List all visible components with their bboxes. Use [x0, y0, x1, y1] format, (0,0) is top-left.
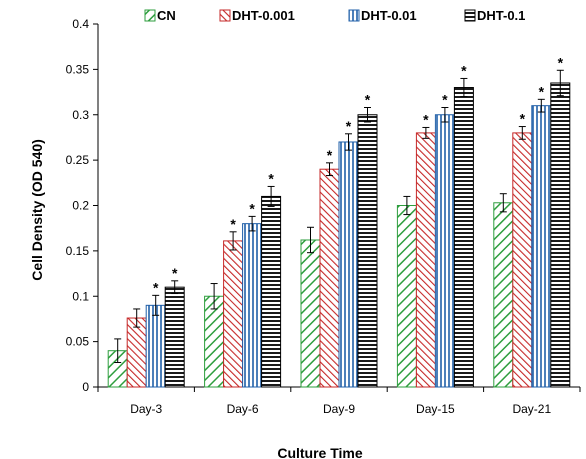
- bar: [223, 240, 244, 388]
- bar: [415, 132, 436, 388]
- x-tick-label: Day-6: [227, 402, 259, 416]
- x-tick-label: Day-3: [130, 402, 162, 416]
- bar: [434, 114, 455, 388]
- significance-marker: *: [442, 91, 448, 107]
- bar: [261, 195, 282, 388]
- y-tick-label: 0.25: [66, 153, 90, 167]
- legend-swatch: [348, 9, 360, 22]
- bar: [242, 223, 263, 388]
- y-axis-label: Cell Density (OD 540): [29, 139, 45, 281]
- legend: CN DHT-0.001 DHT-0.01 DHT-0.1: [144, 8, 525, 23]
- significance-marker: *: [520, 111, 526, 127]
- bar: [453, 87, 474, 388]
- bar: [512, 132, 533, 388]
- bar: [164, 286, 185, 388]
- y-tick-label: 0.1: [72, 289, 89, 303]
- y-tick-label: 0.2: [72, 199, 89, 213]
- x-tick-label: Day-15: [416, 402, 455, 416]
- significance-marker: *: [461, 62, 467, 78]
- y-tick-label: 0.15: [66, 244, 90, 258]
- bar: [396, 205, 417, 388]
- x-tick-label: Day-21: [512, 402, 551, 416]
- significance-marker: *: [327, 147, 333, 163]
- significance-marker: *: [153, 279, 159, 295]
- x-axis-label: Culture Time: [277, 445, 363, 459]
- legend-swatch: [144, 9, 156, 22]
- bar: [300, 239, 321, 388]
- significance-marker: *: [558, 54, 564, 70]
- bar: [204, 295, 225, 388]
- legend-swatch: [464, 9, 476, 22]
- bar: [531, 105, 552, 388]
- significance-marker: *: [365, 91, 371, 107]
- y-tick-label: 0: [82, 380, 89, 394]
- legend-label: CN: [157, 8, 176, 23]
- legend-label: DHT-0.001: [232, 8, 295, 23]
- x-tick-label: Day-9: [323, 402, 355, 416]
- significance-marker: *: [249, 200, 255, 216]
- significance-marker: *: [423, 111, 429, 127]
- significance-marker: *: [346, 118, 352, 134]
- significance-marker: *: [539, 83, 545, 99]
- y-tick-label: 0.05: [66, 335, 90, 349]
- bars: * * * * * * * * * * * * * *: [107, 54, 571, 388]
- legend-swatch: [219, 9, 231, 22]
- legend-label: DHT-0.1: [477, 8, 525, 23]
- significance-marker: *: [230, 216, 236, 232]
- y-tick-label: 0.3: [72, 108, 89, 122]
- significance-marker: *: [172, 265, 178, 281]
- bar: [357, 114, 378, 388]
- bar: [338, 141, 359, 388]
- legend-label: DHT-0.01: [361, 8, 417, 23]
- x-axis: Day-3 Day-6 Day-9 Day-15 Day-21: [97, 386, 581, 416]
- y-tick-label: 0.4: [72, 17, 89, 31]
- bar: [493, 202, 514, 388]
- bar: [550, 82, 571, 388]
- bar: [145, 304, 166, 388]
- bar: [319, 168, 340, 388]
- y-tick-label: 0.35: [66, 62, 90, 76]
- y-axis: 0 0.05 0.1 0.15 0.2 0.25 0.3 0.35 0.4: [66, 17, 99, 394]
- significance-marker: *: [268, 170, 274, 186]
- bar: [126, 317, 147, 388]
